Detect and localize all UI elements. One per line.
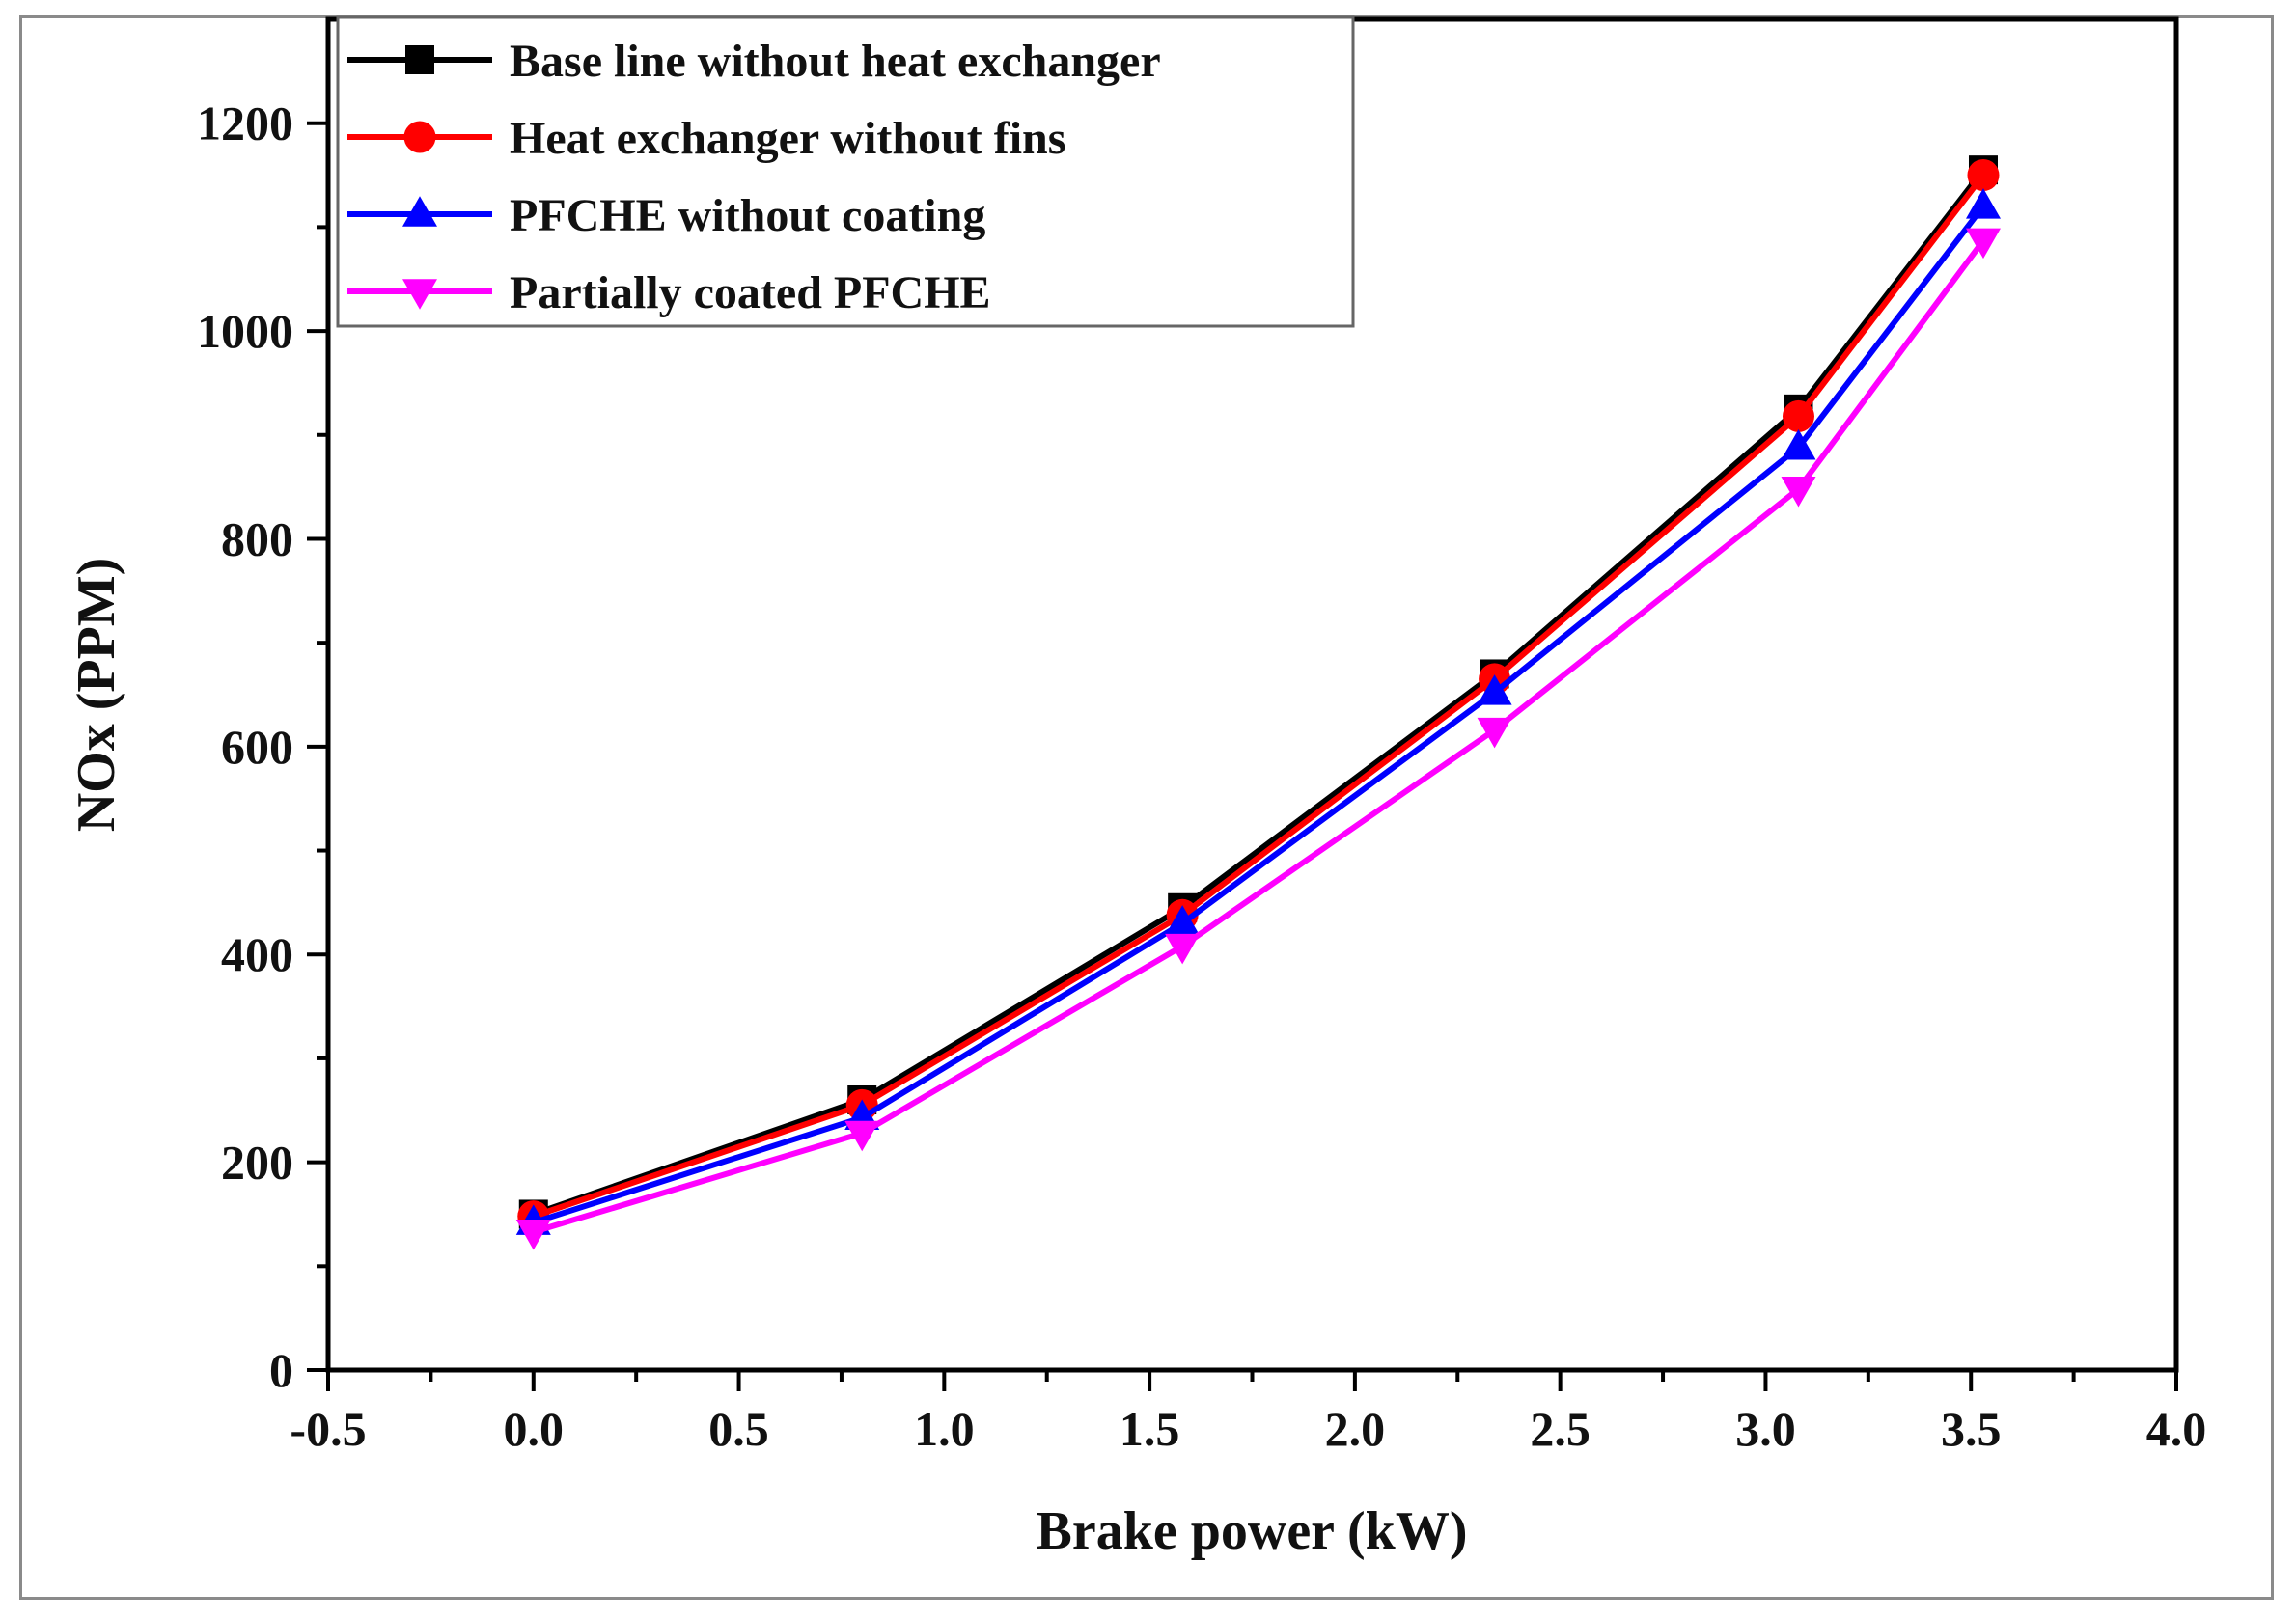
series-3 [515, 188, 2001, 1235]
y-tick-label: 600 [221, 720, 293, 774]
legend-entry: Base line without heat exchanger [347, 36, 1161, 87]
legend-entry: Heat exchanger without fins [347, 113, 1065, 164]
x-tick-label: -0.5 [290, 1402, 366, 1456]
legend-label: Base line without heat exchanger [510, 36, 1161, 87]
y-axis-title: NOx (PPM) [67, 558, 126, 833]
y-tick-label: 0 [269, 1343, 293, 1397]
y-tick-label: 800 [221, 511, 293, 565]
x-tick-label: 4.0 [2146, 1402, 2207, 1456]
y-tick-label: 1000 [197, 304, 293, 358]
data-point [1165, 933, 1201, 965]
x-axis-ticks: -0.5 0.0 0.5 1.0 1.5 2.0 2.5 3.0 3.5 4.0 [290, 1370, 2206, 1456]
data-point [1781, 477, 1816, 508]
y-axis-ticks: 0 200 400 600 800 1000 1200 [197, 96, 328, 1397]
data-point [1782, 399, 1814, 432]
x-tick-label: 2.5 [1530, 1402, 1591, 1456]
data-point [844, 1120, 880, 1152]
x-axis-title: Brake power (kW) [1037, 1501, 1468, 1561]
series-4 [515, 228, 2001, 1250]
legend-box [336, 15, 1355, 328]
legend-label: Heat exchanger without fins [510, 113, 1065, 164]
data-point [1965, 228, 2001, 260]
y-tick-label: 200 [221, 1136, 293, 1190]
series-line [532, 173, 1986, 1220]
legend-marker [403, 121, 436, 153]
data-point [1477, 674, 1512, 705]
data-point [1477, 717, 1512, 749]
series-line [532, 205, 1986, 1225]
x-tick-label: 0.0 [504, 1402, 565, 1456]
x-tick-label: 2.0 [1325, 1402, 1386, 1456]
x-tick-label: 1.0 [914, 1402, 975, 1456]
legend-label: Partially coated PFCHE [510, 267, 991, 318]
legend-entry: PFCHE without coating [347, 190, 985, 241]
legend-entry: Partially coated PFCHE [347, 267, 991, 318]
series-line [532, 238, 1986, 1235]
x-tick-label: 0.5 [708, 1402, 769, 1456]
y-tick-label: 1200 [197, 96, 293, 151]
data-point [1165, 905, 1201, 936]
series-line [532, 168, 1986, 1218]
data-point [515, 1220, 551, 1250]
legend-marker [402, 196, 437, 227]
data-point [1781, 428, 1816, 460]
y-tick-label: 400 [221, 927, 293, 981]
x-tick-label: 3.5 [1941, 1402, 2002, 1456]
legend-label: PFCHE without coating [510, 190, 985, 241]
x-tick-label: 1.5 [1120, 1402, 1180, 1456]
legend-marker [405, 45, 434, 74]
series-layer [515, 155, 2001, 1250]
data-point [1967, 159, 2000, 192]
legend: Base line without heat exchanger Heat exc… [336, 15, 1355, 328]
data-point [1965, 188, 2001, 219]
x-tick-label: 3.0 [1735, 1402, 1796, 1456]
legend-marker [402, 279, 437, 310]
